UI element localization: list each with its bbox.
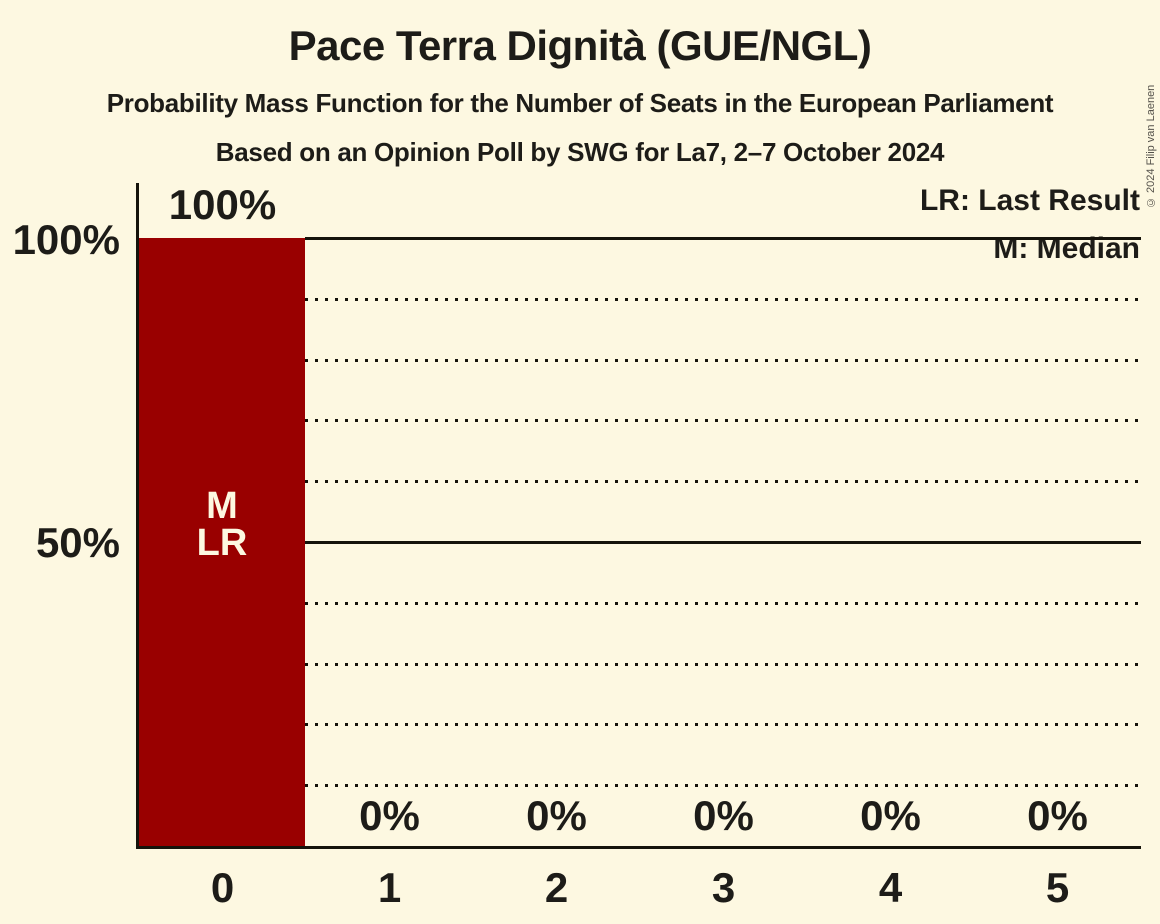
x-tick-label-2: 2 xyxy=(544,864,569,911)
y-axis-line xyxy=(136,183,139,849)
y-axis-label-50: 50% xyxy=(35,519,120,566)
y-axis-label-100: 100% xyxy=(12,216,120,263)
gridline-50pct xyxy=(305,541,1141,544)
gridline-10pct xyxy=(305,784,1141,787)
gridline-80pct xyxy=(305,359,1141,362)
gridline-20pct xyxy=(305,723,1141,726)
plot-area: M LR 100% 0% 0% 0% 0% 0% 0 1 2 3 4 5 xyxy=(136,181,1141,909)
last-result-marker: LR xyxy=(196,522,248,564)
bar-value-label-1: 0% xyxy=(359,792,420,839)
gridline-40pct xyxy=(305,602,1141,605)
x-axis-line xyxy=(136,846,1141,849)
median-marker: M xyxy=(206,485,238,527)
bar-value-label-3: 0% xyxy=(693,792,754,839)
gridline-60pct xyxy=(305,480,1141,483)
bar-value-label-0: 100% xyxy=(168,181,277,228)
x-tick-label-5: 5 xyxy=(1045,864,1070,911)
x-tick-label-1: 1 xyxy=(377,864,402,911)
gridline-100pct xyxy=(305,237,1141,240)
chart-subtitle: Probability Mass Function for the Number… xyxy=(106,88,1054,118)
gridline-70pct xyxy=(305,419,1141,422)
x-tick-label-4: 4 xyxy=(878,864,903,911)
chart-title: Pace Terra Dignità (GUE/NGL) xyxy=(288,22,872,69)
bar-value-label-4: 0% xyxy=(860,792,921,839)
gridline-90pct xyxy=(305,298,1141,301)
bar-value-label-5: 0% xyxy=(1027,792,1088,839)
chart-source-line: Based on an Opinion Poll by SWG for La7,… xyxy=(215,137,945,167)
bar-value-label-2: 0% xyxy=(526,792,587,839)
x-tick-label-0: 0 xyxy=(210,864,235,911)
gridline-30pct xyxy=(305,663,1141,666)
legend-last-result-label: LR: Last Result xyxy=(919,184,1140,217)
bar-seats-0: M LR xyxy=(139,238,305,846)
x-tick-label-3: 3 xyxy=(711,864,736,911)
copyright-notice: © 2024 Filip van Laenen xyxy=(1145,84,1157,208)
bar-annotation: M LR xyxy=(139,485,305,564)
